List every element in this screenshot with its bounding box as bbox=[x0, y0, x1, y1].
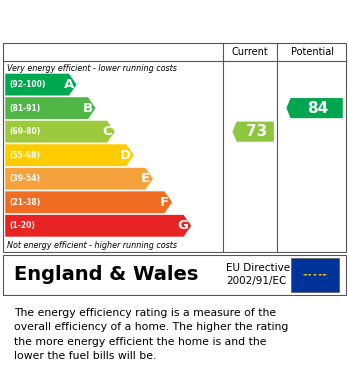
Text: (69-80): (69-80) bbox=[9, 127, 41, 136]
Polygon shape bbox=[5, 121, 115, 143]
Polygon shape bbox=[307, 274, 312, 275]
Text: Very energy efficient - lower running costs: Very energy efficient - lower running co… bbox=[7, 64, 177, 73]
Text: (81-91): (81-91) bbox=[9, 104, 41, 113]
Text: 73: 73 bbox=[246, 124, 267, 139]
Text: G: G bbox=[177, 219, 188, 232]
Text: 84: 84 bbox=[307, 100, 329, 116]
Text: EU Directive
2002/91/EC: EU Directive 2002/91/EC bbox=[226, 263, 290, 287]
Text: The energy efficiency rating is a measure of the
overall efficiency of a home. T: The energy efficiency rating is a measur… bbox=[14, 308, 288, 361]
Polygon shape bbox=[318, 274, 323, 275]
Polygon shape bbox=[302, 274, 307, 275]
Polygon shape bbox=[286, 98, 343, 118]
Polygon shape bbox=[322, 274, 326, 275]
Text: Current: Current bbox=[231, 47, 268, 57]
Polygon shape bbox=[5, 215, 191, 237]
Text: E: E bbox=[141, 172, 150, 185]
Polygon shape bbox=[5, 144, 134, 166]
Bar bbox=[291, 258, 339, 292]
Text: F: F bbox=[160, 196, 169, 209]
Text: (92-100): (92-100) bbox=[9, 80, 46, 89]
Polygon shape bbox=[5, 74, 77, 95]
Text: (1-20): (1-20) bbox=[9, 221, 35, 230]
Polygon shape bbox=[5, 191, 172, 213]
Polygon shape bbox=[232, 122, 274, 142]
Text: D: D bbox=[120, 149, 131, 162]
Polygon shape bbox=[313, 274, 317, 275]
Text: B: B bbox=[83, 102, 93, 115]
Text: (21-38): (21-38) bbox=[9, 198, 41, 207]
Text: C: C bbox=[102, 125, 112, 138]
Text: (55-68): (55-68) bbox=[9, 151, 40, 160]
Polygon shape bbox=[5, 168, 153, 190]
Text: Not energy efficient - higher running costs: Not energy efficient - higher running co… bbox=[7, 241, 177, 250]
Text: Potential: Potential bbox=[291, 47, 334, 57]
Polygon shape bbox=[323, 274, 328, 275]
Text: A: A bbox=[64, 78, 74, 91]
Text: Energy Efficiency Rating: Energy Efficiency Rating bbox=[10, 12, 239, 30]
Polygon shape bbox=[318, 274, 323, 275]
Polygon shape bbox=[5, 97, 96, 119]
Polygon shape bbox=[322, 274, 326, 275]
Text: England & Wales: England & Wales bbox=[14, 265, 198, 284]
Polygon shape bbox=[303, 274, 308, 275]
Polygon shape bbox=[303, 274, 308, 275]
Polygon shape bbox=[307, 274, 312, 275]
Text: (39-54): (39-54) bbox=[9, 174, 40, 183]
Polygon shape bbox=[313, 274, 317, 275]
